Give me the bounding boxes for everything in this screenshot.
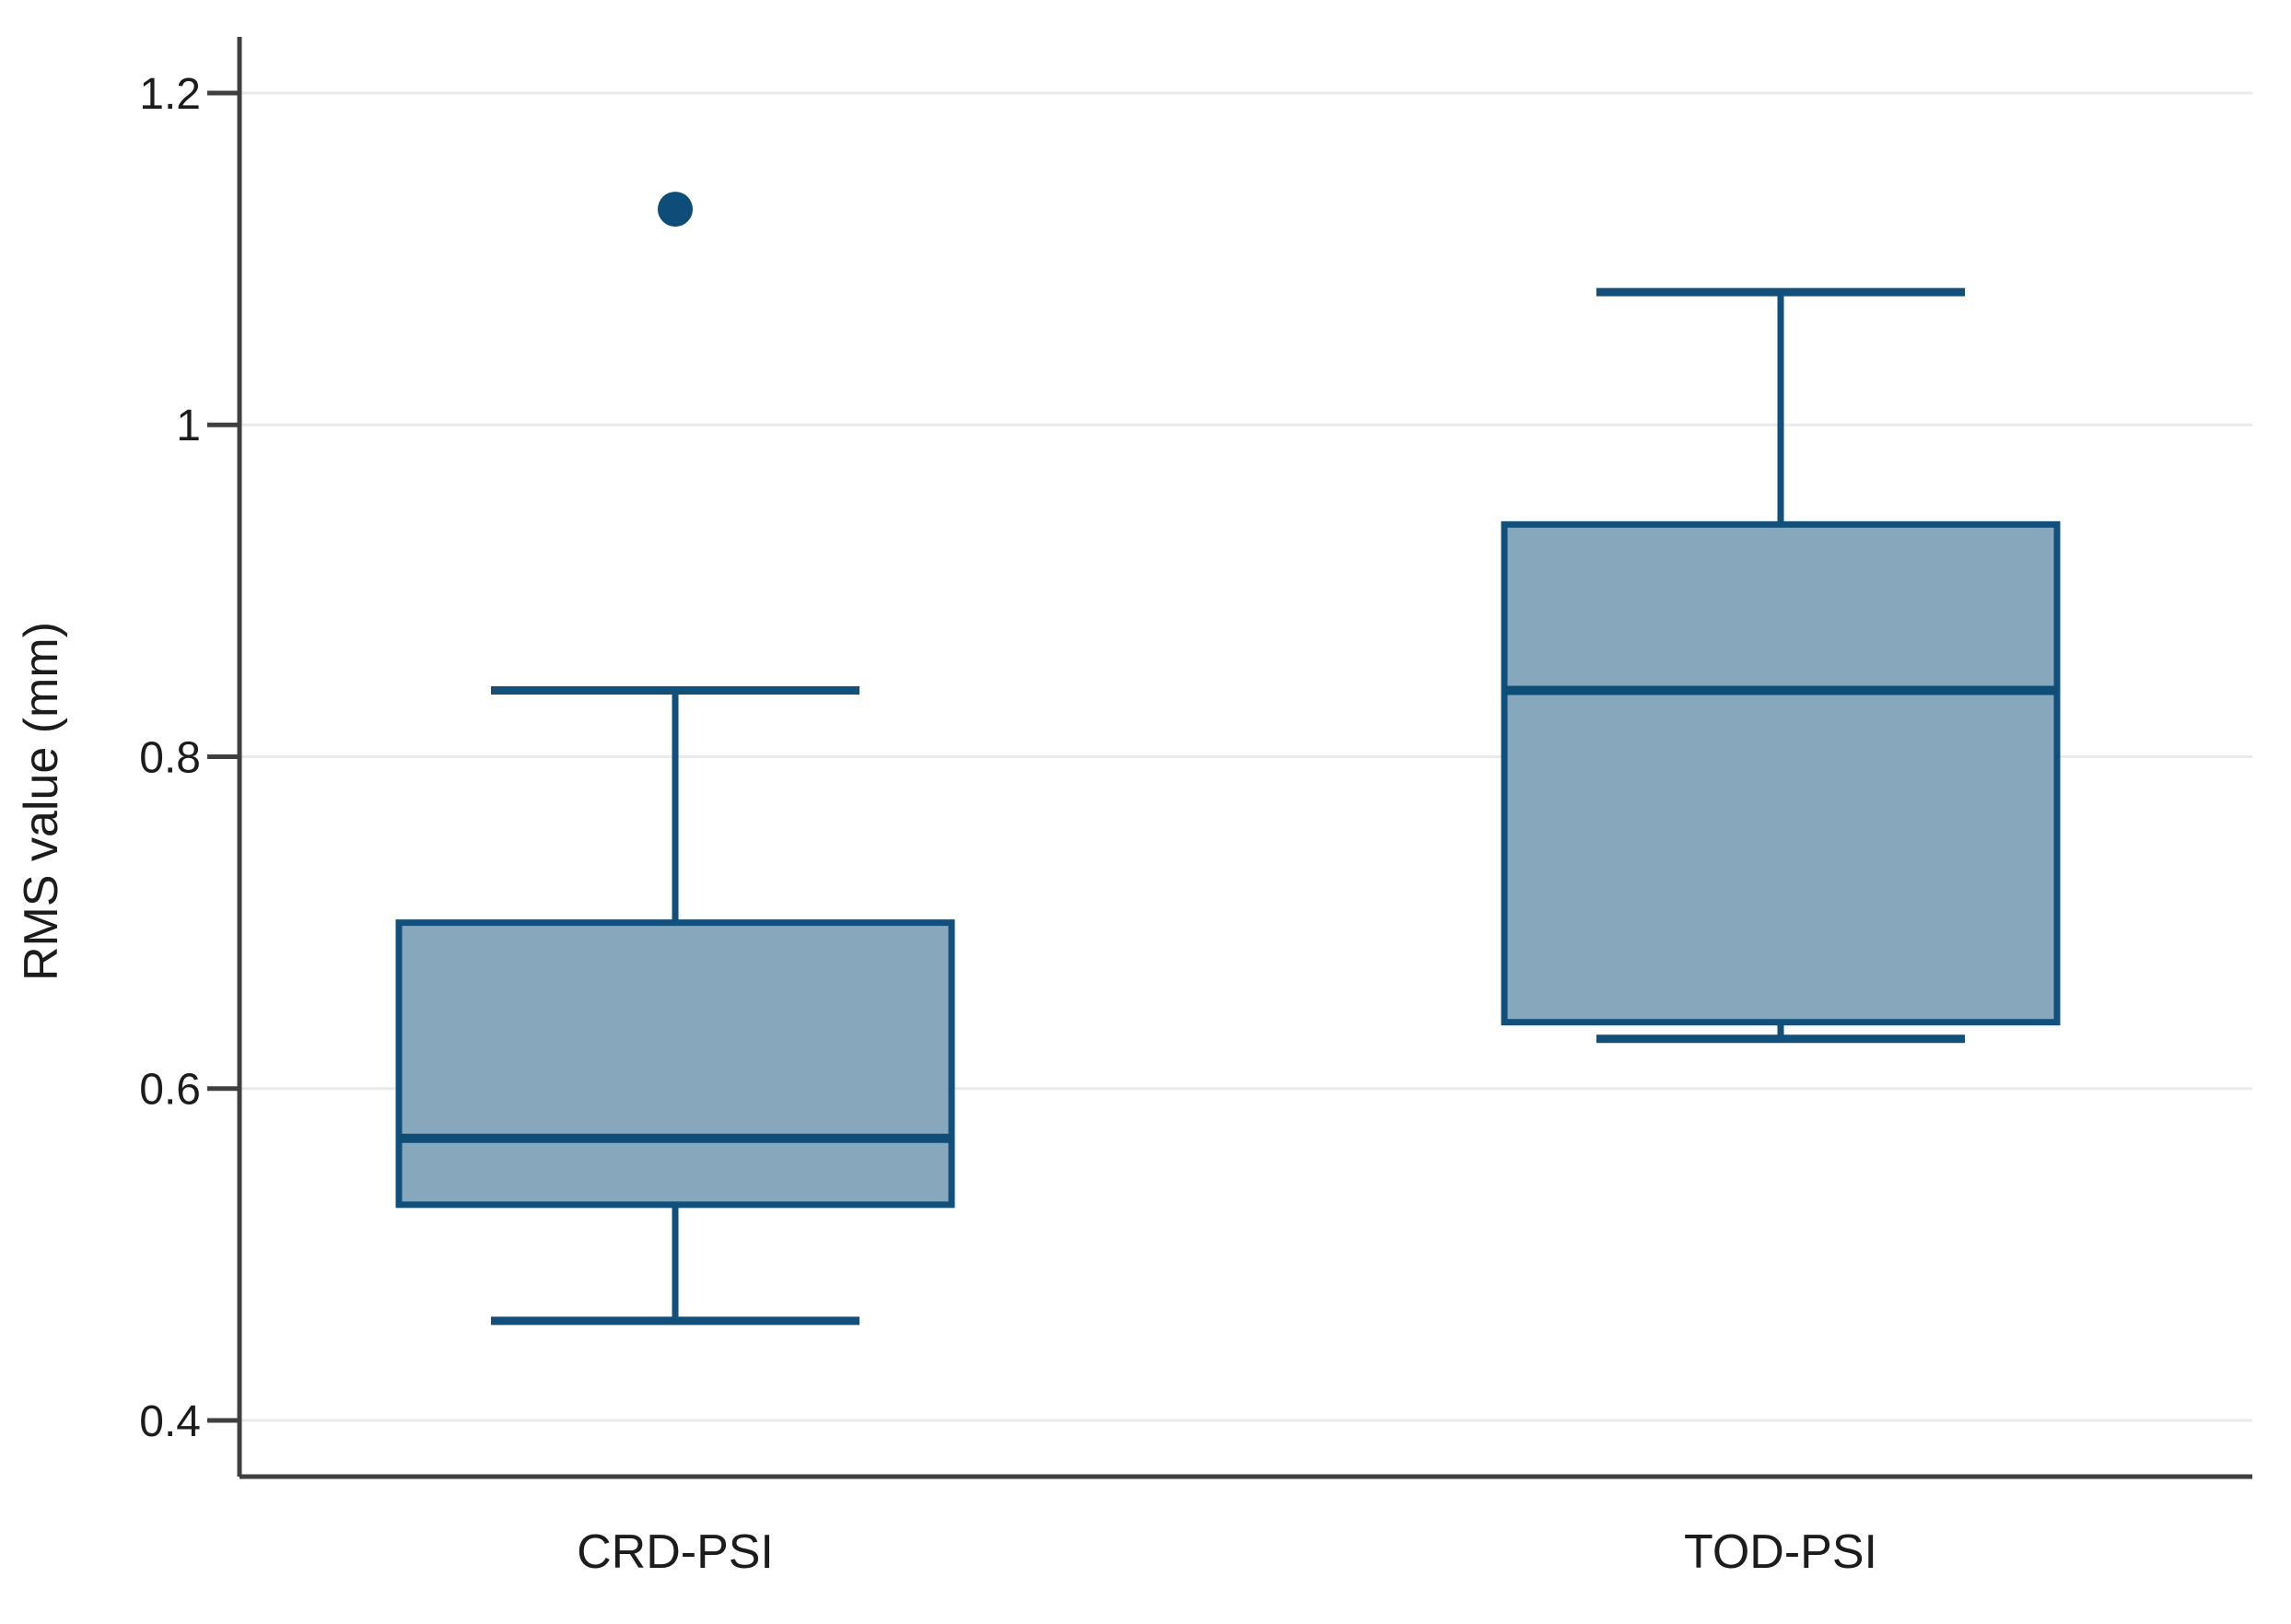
y-tick-label-0.6: 0.6	[139, 1066, 201, 1115]
y-tick-label-0.4: 0.4	[139, 1397, 201, 1446]
category-label-crd-psi: CRD-PSI	[577, 1525, 774, 1579]
box-crd-psi	[395, 919, 955, 1209]
outlier-point-crd-psi-0	[658, 192, 693, 228]
y-tick-label-0.8: 0.8	[139, 733, 201, 782]
y-tick-label-1: 1	[176, 402, 201, 450]
y-axis-title: RMS value (mm)	[15, 622, 68, 981]
y-tick-label-1.2: 1.2	[139, 70, 201, 119]
category-label-tod-psi: TOD-PSI	[1684, 1525, 1877, 1579]
box-tod-psi	[1501, 520, 2061, 1026]
